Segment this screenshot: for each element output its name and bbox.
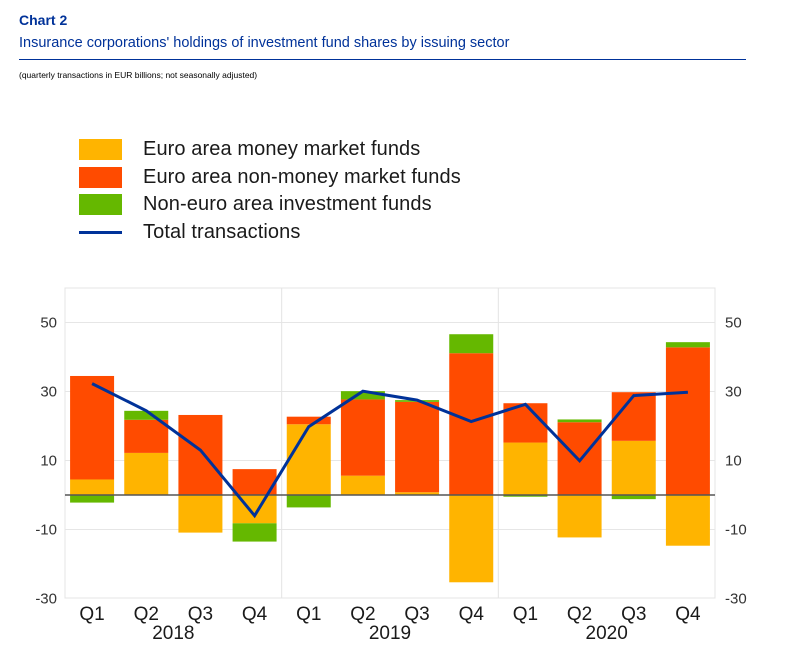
axis-layer: -30 -30 -10 -10 10 10 30 30 50 50 Q1 Q2 Q3 Q4 Q1 Q2 Q3 Q4…	[35, 315, 746, 645]
y-tick-label-right: 30	[725, 384, 742, 401]
legend-item-non-euro: Non-euro area investment funds	[79, 191, 461, 219]
legend-label: Euro area money market funds	[143, 138, 421, 161]
y-tick-label-right: -10	[725, 522, 747, 539]
bar-non-euro	[449, 334, 494, 354]
legend-item-total: Total transactions	[79, 219, 461, 247]
bar-non-euro	[124, 410, 169, 420]
bar-money-market	[611, 440, 656, 495]
bar-non-money-market	[286, 416, 331, 425]
bar-non-euro	[557, 419, 602, 423]
bar-non-euro	[340, 391, 385, 400]
total-line-layer	[91, 382, 688, 519]
chart-title: Insurance corporations' holdings of inve…	[19, 35, 510, 51]
bar-layer	[70, 334, 710, 583]
x-tick-label: Q1	[513, 604, 538, 625]
bar-non-euro	[611, 495, 656, 500]
bar-non-money-market	[70, 375, 115, 480]
bar-non-money-market	[611, 392, 656, 441]
legend-item-money-market: Euro area money market funds	[79, 136, 461, 164]
legend-label: Euro area non-money market funds	[143, 165, 461, 188]
bar-non-euro	[232, 523, 277, 542]
y-tick-label-left: -10	[35, 522, 57, 539]
bar-money-market	[286, 424, 331, 495]
legend-swatch-non-money-market	[79, 166, 122, 188]
x-tick-label: Q1	[79, 604, 104, 625]
legend-swatch-non-euro	[79, 194, 122, 216]
plot-frame	[64, 287, 716, 599]
bar-non-money-market	[449, 353, 494, 495]
bar-non-euro	[665, 342, 710, 348]
bar-money-market	[178, 495, 223, 533]
y-tick-label-right: 10	[725, 453, 742, 470]
legend-label: Non-euro area investment funds	[143, 193, 432, 216]
x-tick-label: Q4	[675, 604, 701, 625]
bar-money-market	[395, 492, 440, 495]
legend-item-non-money-market: Euro area non-money market funds	[79, 164, 461, 192]
y-tick-label-left: -30	[35, 591, 57, 608]
y-tick-label-left: 50	[40, 315, 57, 332]
bar-money-market	[665, 495, 710, 546]
x-tick-label: Q2	[350, 604, 375, 625]
chart-label: Chart 2	[19, 12, 68, 28]
bar-money-market	[340, 475, 385, 495]
bar-non-money-market	[124, 419, 169, 453]
bar-non-money-market	[665, 347, 710, 495]
x-tick-label: Q4	[242, 604, 268, 625]
x-year-label: 2019	[369, 623, 411, 644]
x-tick-label: Q4	[459, 604, 485, 625]
y-tick-label-left: 30	[40, 384, 57, 401]
x-tick-label: Q1	[296, 604, 321, 625]
bar-non-money-market	[340, 399, 385, 476]
bar-money-market	[124, 452, 169, 495]
total-transactions-line	[91, 382, 688, 519]
legend-line-total	[79, 230, 122, 234]
y-tick-label-right: -30	[725, 591, 747, 608]
x-tick-label: Q3	[621, 604, 646, 625]
x-tick-label: Q2	[567, 604, 592, 625]
y-tick-label-left: 10	[40, 453, 57, 470]
bar-non-euro	[503, 495, 548, 497]
y-tick-label-right: 50	[725, 315, 742, 332]
x-year-label: 2020	[586, 623, 628, 644]
title-divider	[19, 59, 746, 60]
legend: Euro area money market funds Euro area n…	[79, 136, 461, 246]
bar-non-euro	[70, 495, 115, 503]
legend-swatch-money-market	[79, 139, 122, 161]
x-tick-label: Q3	[404, 604, 429, 625]
bar-non-money-market	[395, 401, 440, 493]
bar-non-money-market	[178, 414, 223, 495]
x-tick-label: Q2	[134, 604, 159, 625]
bar-money-market	[557, 495, 602, 538]
x-year-label: 2018	[152, 623, 194, 644]
chart-subtitle: (quarterly transactions in EUR billions;…	[19, 70, 258, 80]
bar-money-market	[503, 442, 548, 495]
x-tick-label: Q3	[188, 604, 213, 625]
bar-money-market	[449, 495, 494, 583]
bar-non-euro	[286, 495, 331, 508]
bar-money-market	[70, 479, 115, 495]
grid-layer	[64, 287, 716, 599]
legend-label: Total transactions	[143, 220, 301, 243]
